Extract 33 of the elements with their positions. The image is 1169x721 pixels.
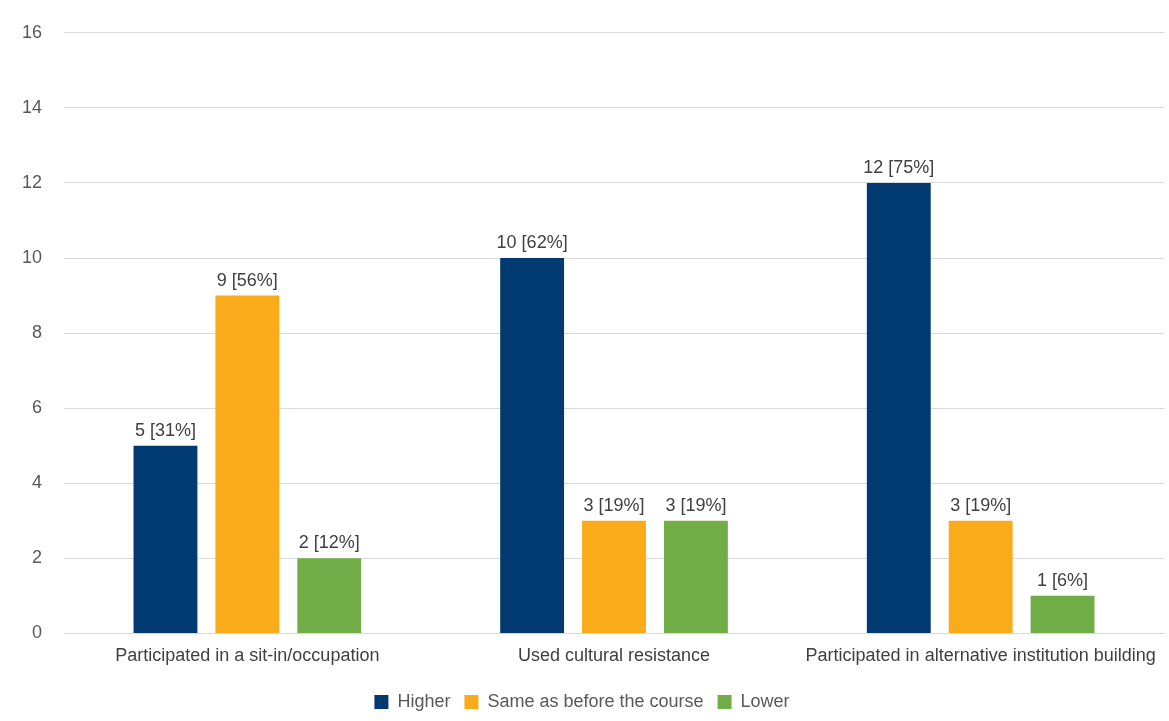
bar xyxy=(866,182,931,633)
y-tick-label: 8 xyxy=(32,322,43,343)
x-tick-label: Participated in a sit-in/occupation xyxy=(115,645,380,666)
y-tick-label: 14 xyxy=(21,96,43,117)
y-tick-label: 4 xyxy=(32,472,43,493)
bar xyxy=(500,258,565,633)
legend-label: Same as before the course xyxy=(487,690,704,711)
data-label: 5 [31%] xyxy=(134,419,196,440)
data-label: 12 [75%] xyxy=(863,156,935,177)
bar xyxy=(133,445,198,633)
y-tick-label: 12 xyxy=(21,171,43,192)
y-tick-label: 16 xyxy=(21,21,43,42)
y-tick-label: 6 xyxy=(32,397,43,418)
data-label: 3 [19%] xyxy=(665,494,727,515)
y-tick-label: 10 xyxy=(21,246,43,267)
bar xyxy=(663,520,728,633)
y-tick-label: 0 xyxy=(32,622,43,643)
bar xyxy=(215,295,280,633)
legend-label: Higher xyxy=(397,690,451,711)
x-tick-label: Participated in alternative institution building xyxy=(805,645,1156,666)
bar xyxy=(948,520,1013,633)
data-label: 9 [56%] xyxy=(216,269,278,290)
data-label: 1 [6%] xyxy=(1037,569,1089,590)
data-label: 10 [62%] xyxy=(496,231,568,252)
bar xyxy=(582,520,646,633)
y-tick-label: 2 xyxy=(32,547,43,568)
data-label: 3 [19%] xyxy=(950,494,1012,515)
bar xyxy=(1030,595,1095,633)
data-label: 2 [12%] xyxy=(298,532,360,553)
legend-label: Lower xyxy=(740,690,790,711)
x-tick-label: Used cultural resistance xyxy=(517,645,711,666)
data-label: 3 [19%] xyxy=(583,494,645,515)
bar xyxy=(297,558,362,633)
